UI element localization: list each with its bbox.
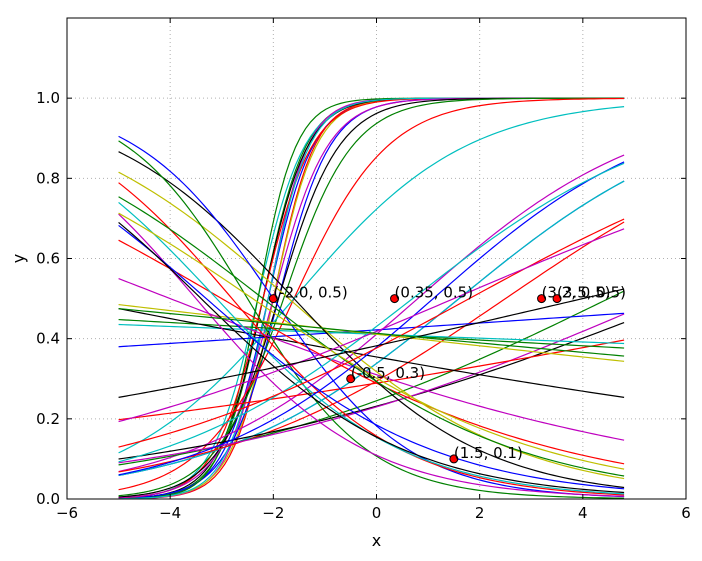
y-tick-label: 0.2 xyxy=(36,410,60,428)
data-point-marker xyxy=(552,294,562,304)
data-point-marker xyxy=(268,294,278,304)
x-tick-label: 4 xyxy=(578,504,588,522)
y-tick-label: 0.0 xyxy=(36,490,60,508)
data-point-label: (0.35, 0.5) xyxy=(395,284,474,302)
data-point-marker xyxy=(390,294,400,304)
series-line xyxy=(118,228,625,423)
series-line xyxy=(118,239,625,465)
series-line xyxy=(118,171,625,480)
x-tick-label: −4 xyxy=(159,504,181,522)
x-tick-label: −6 xyxy=(56,504,78,522)
marked-points: (-2.0, 0.5) (0.35, 0.5) (3.2, 0.5)(3.5, 0.… xyxy=(268,284,626,464)
data-point-marker xyxy=(537,294,547,304)
series-line xyxy=(118,224,625,490)
data-point-label: (-2.0, 0.5) xyxy=(273,284,347,302)
series-line xyxy=(118,106,625,454)
series-line xyxy=(118,221,625,494)
data-point-marker xyxy=(346,374,356,384)
y-tick-label: 0.8 xyxy=(36,169,60,187)
y-tick-label: 1.0 xyxy=(36,89,60,107)
series-line xyxy=(118,308,625,398)
x-tick-label: 2 xyxy=(475,504,485,522)
series-line xyxy=(118,290,625,466)
series-lines xyxy=(118,97,625,499)
data-point-marker xyxy=(449,454,459,464)
data-point-label: (-0.5, 0.3) xyxy=(351,364,425,382)
y-axis-label: y xyxy=(9,254,28,263)
series-line xyxy=(118,339,625,421)
series-line xyxy=(118,97,625,497)
x-tick-label: −2 xyxy=(262,504,284,522)
series-line xyxy=(118,308,625,357)
series-line xyxy=(118,161,625,476)
x-tick-label: 0 xyxy=(372,504,382,522)
series-line xyxy=(118,196,625,477)
x-tick-label: 6 xyxy=(681,504,691,522)
series-line xyxy=(118,135,625,498)
series-line xyxy=(118,213,625,497)
series-line xyxy=(118,218,625,448)
x-axis-label: x xyxy=(372,531,381,550)
series-line xyxy=(118,212,625,470)
data-point-label: (3.5, 0.5) xyxy=(557,284,626,302)
axis-ticks: −6 −4 −2 0 2 4 6 0.0 0.2 0.4 0.6 0.8 1.0 xyxy=(36,18,691,522)
series-line xyxy=(118,321,625,460)
series-line xyxy=(118,278,625,441)
data-point-label: (1.5, 0.1) xyxy=(454,444,523,462)
series-line xyxy=(118,151,625,489)
series-line xyxy=(118,288,625,398)
y-tick-label: 0.6 xyxy=(36,250,60,268)
y-tick-label: 0.4 xyxy=(36,330,60,348)
series-line xyxy=(118,162,625,463)
